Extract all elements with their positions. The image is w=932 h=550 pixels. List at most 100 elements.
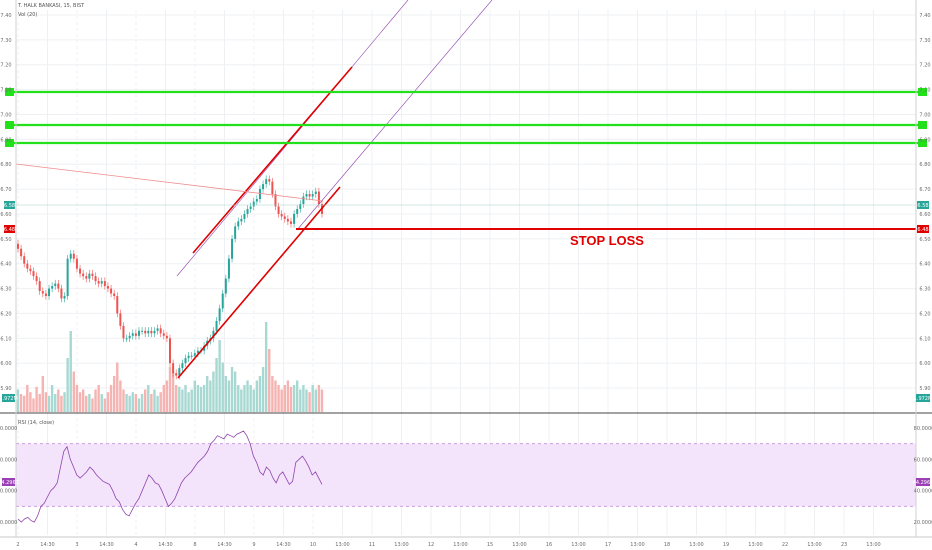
rsi-tick-left: 40.0000: [0, 489, 17, 495]
descending-trendline: [15, 163, 324, 202]
volume-bar: [227, 380, 231, 412]
candle-body: [237, 221, 240, 227]
volume-bar: [175, 385, 178, 412]
volume-bar: [252, 389, 255, 412]
volume-bar: [35, 386, 38, 412]
candle-body: [57, 283, 60, 289]
volume-bar: [23, 395, 26, 412]
channel-lower-thin: [296, 0, 493, 231]
price-tick-right: 6.50: [919, 237, 930, 243]
right-volume-badge: 1.972M: [914, 396, 932, 402]
candle-body: [150, 330, 153, 334]
candle-body: [265, 179, 268, 185]
price-tick-right: 6.10: [919, 336, 930, 342]
volume-bar: [215, 358, 218, 412]
volume-bar: [66, 358, 69, 412]
volume-bar: [261, 367, 265, 412]
drawings[interactable]: STOP LOSS: [5, 0, 927, 379]
volume-bar: [91, 398, 94, 412]
volume-bar: [264, 322, 268, 412]
volume-bar: [69, 331, 72, 412]
volume-bar: [187, 392, 190, 412]
volume-bar: [178, 386, 181, 412]
volume-bar: [116, 362, 119, 412]
resistance-handle-right: [918, 139, 927, 147]
volume-bar: [106, 392, 110, 412]
rsi-tick-right: 40.0000: [914, 489, 932, 495]
candle-body: [119, 313, 122, 326]
price-tick-right: 6.70: [919, 187, 930, 193]
price-tick-right: 7.20: [919, 63, 930, 69]
volume-bar: [199, 386, 203, 412]
right-price-badge-bg: [917, 201, 929, 209]
candle-body: [63, 296, 66, 299]
time-tick: 4: [134, 542, 137, 548]
candle-body: [82, 273, 85, 277]
candle-body: [268, 179, 271, 182]
volume-bar: [283, 385, 286, 412]
time-tick: 2: [16, 542, 19, 548]
volume-bar: [38, 394, 41, 412]
volume-bar: [295, 380, 299, 412]
volume-bar: [134, 394, 138, 412]
volume-bar: [308, 392, 311, 412]
candle-body: [85, 276, 88, 279]
volume-bar: [184, 385, 187, 412]
candle-body: [283, 216, 286, 219]
volume-bar: [168, 367, 172, 412]
candle-body: [218, 308, 221, 321]
channel-upper-red: [192, 66, 353, 254]
candle-body: [162, 333, 165, 336]
volume-bar: [311, 385, 314, 412]
time-tick: 13:00: [866, 542, 880, 548]
price-tick-left: 6.80: [0, 162, 11, 168]
candle-body: [20, 248, 23, 257]
right-price-badge: 6.58: [917, 203, 928, 209]
volume-bar: [88, 394, 91, 412]
rsi-line: [17, 430, 323, 523]
candle-body: [249, 206, 252, 209]
volume-bar: [57, 389, 60, 412]
right-volume-badge-bg: [916, 394, 930, 402]
candle-body: [169, 338, 171, 364]
candle-body: [187, 355, 190, 359]
candle-body: [289, 221, 292, 224]
volume-bar: [153, 389, 156, 412]
time-tick: 13:00: [571, 542, 585, 548]
right-stop-badge: 6.48: [917, 227, 928, 233]
left-stop-badge-bg: [4, 225, 15, 233]
volume-bar: [131, 392, 134, 412]
volume-bar: [249, 385, 252, 412]
time-tick: 18: [664, 542, 670, 548]
candle-body: [128, 335, 131, 339]
price-tick-right: 7.10: [919, 88, 930, 94]
volume-bar: [19, 394, 23, 412]
candle-body: [44, 293, 47, 297]
candle-body: [181, 363, 184, 369]
candle-body: [134, 333, 137, 336]
volume-bar: [299, 389, 302, 412]
candle-body: [175, 373, 178, 376]
resistance-handle-left: [5, 139, 14, 147]
candle-body: [29, 268, 32, 272]
candle-body: [193, 353, 196, 356]
volume-bar: [44, 392, 48, 412]
time-tick: 15: [487, 542, 493, 548]
price-tick-left: 6.50: [0, 237, 11, 243]
right-stop-badge-bg: [917, 225, 929, 233]
time-tick: 12: [428, 542, 434, 548]
price-tick-left: 7.10: [0, 88, 11, 94]
candle-body: [122, 325, 125, 339]
candle-body: [190, 355, 193, 357]
candle-body: [88, 273, 91, 279]
candle-body: [75, 258, 78, 269]
volume-bar: [47, 395, 51, 412]
candle-body: [79, 268, 82, 274]
candle-body: [94, 276, 97, 282]
volume-bar: [196, 385, 200, 412]
volume-bar: [100, 394, 103, 412]
volume-bar: [112, 376, 116, 412]
volume-bar: [26, 385, 29, 412]
